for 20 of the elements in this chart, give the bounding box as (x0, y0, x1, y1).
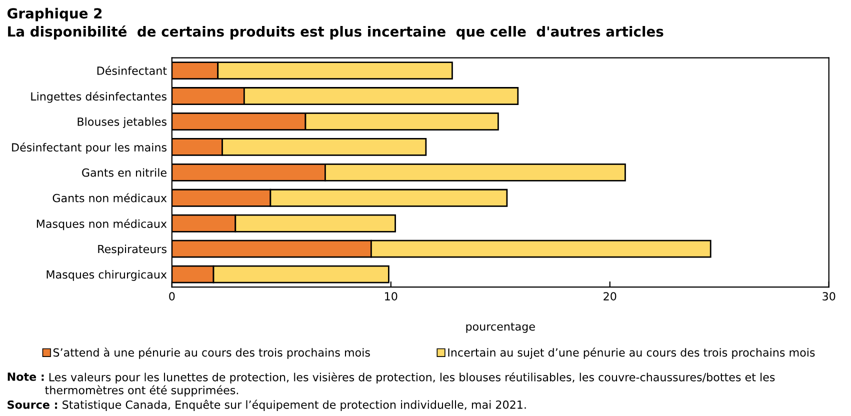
x-tick-label: 10 (385, 292, 398, 300)
y-tick-label: Gants en nitrile (82, 168, 166, 177)
y-tick-label: Désinfectant pour les mains (12, 142, 167, 154)
y-tick-label: Respirateurs (98, 244, 166, 256)
y-tick-label: Masques non médicaux (36, 218, 167, 230)
text: Note : Les valeurs pour les lunettes de protection, les visières de protection, les blouses réutilisables, les couvre-chaussures/bottes et les thermomètres ont été supprimées. (8, 372, 775, 396)
x-tick-label: 30 (822, 292, 836, 300)
legend-label: Incertain au sujet d’une pénurie au cours des trois prochains mois (448, 348, 815, 359)
y-tick-label: Désinfectant (97, 66, 167, 75)
y-tick-label: Masques chirurgicaux (46, 270, 167, 281)
x-tick-label: 20 (604, 292, 616, 300)
x-tick-label: 0 (169, 292, 175, 300)
y-tick-label: Gants non médicaux (52, 193, 167, 202)
text: Graphique 2 (8, 8, 102, 22)
y-tick-label: Lingettes désinfectantes (31, 92, 166, 103)
x-axis-title: pourcentage (466, 322, 535, 333)
legend-label: S’attend à une pénurie au cours des trois prochains mois (53, 348, 370, 359)
chart-subtitle: La disponibilité de certains produits est plus incertaine que celle d'autres articles (8, 25, 664, 40)
y-tick-label: Blouses jetables (78, 117, 166, 128)
source-note: Source : Statistique Canada, Enquête sur l’équipement de protection individuelle, mai 2021. (8, 400, 526, 412)
